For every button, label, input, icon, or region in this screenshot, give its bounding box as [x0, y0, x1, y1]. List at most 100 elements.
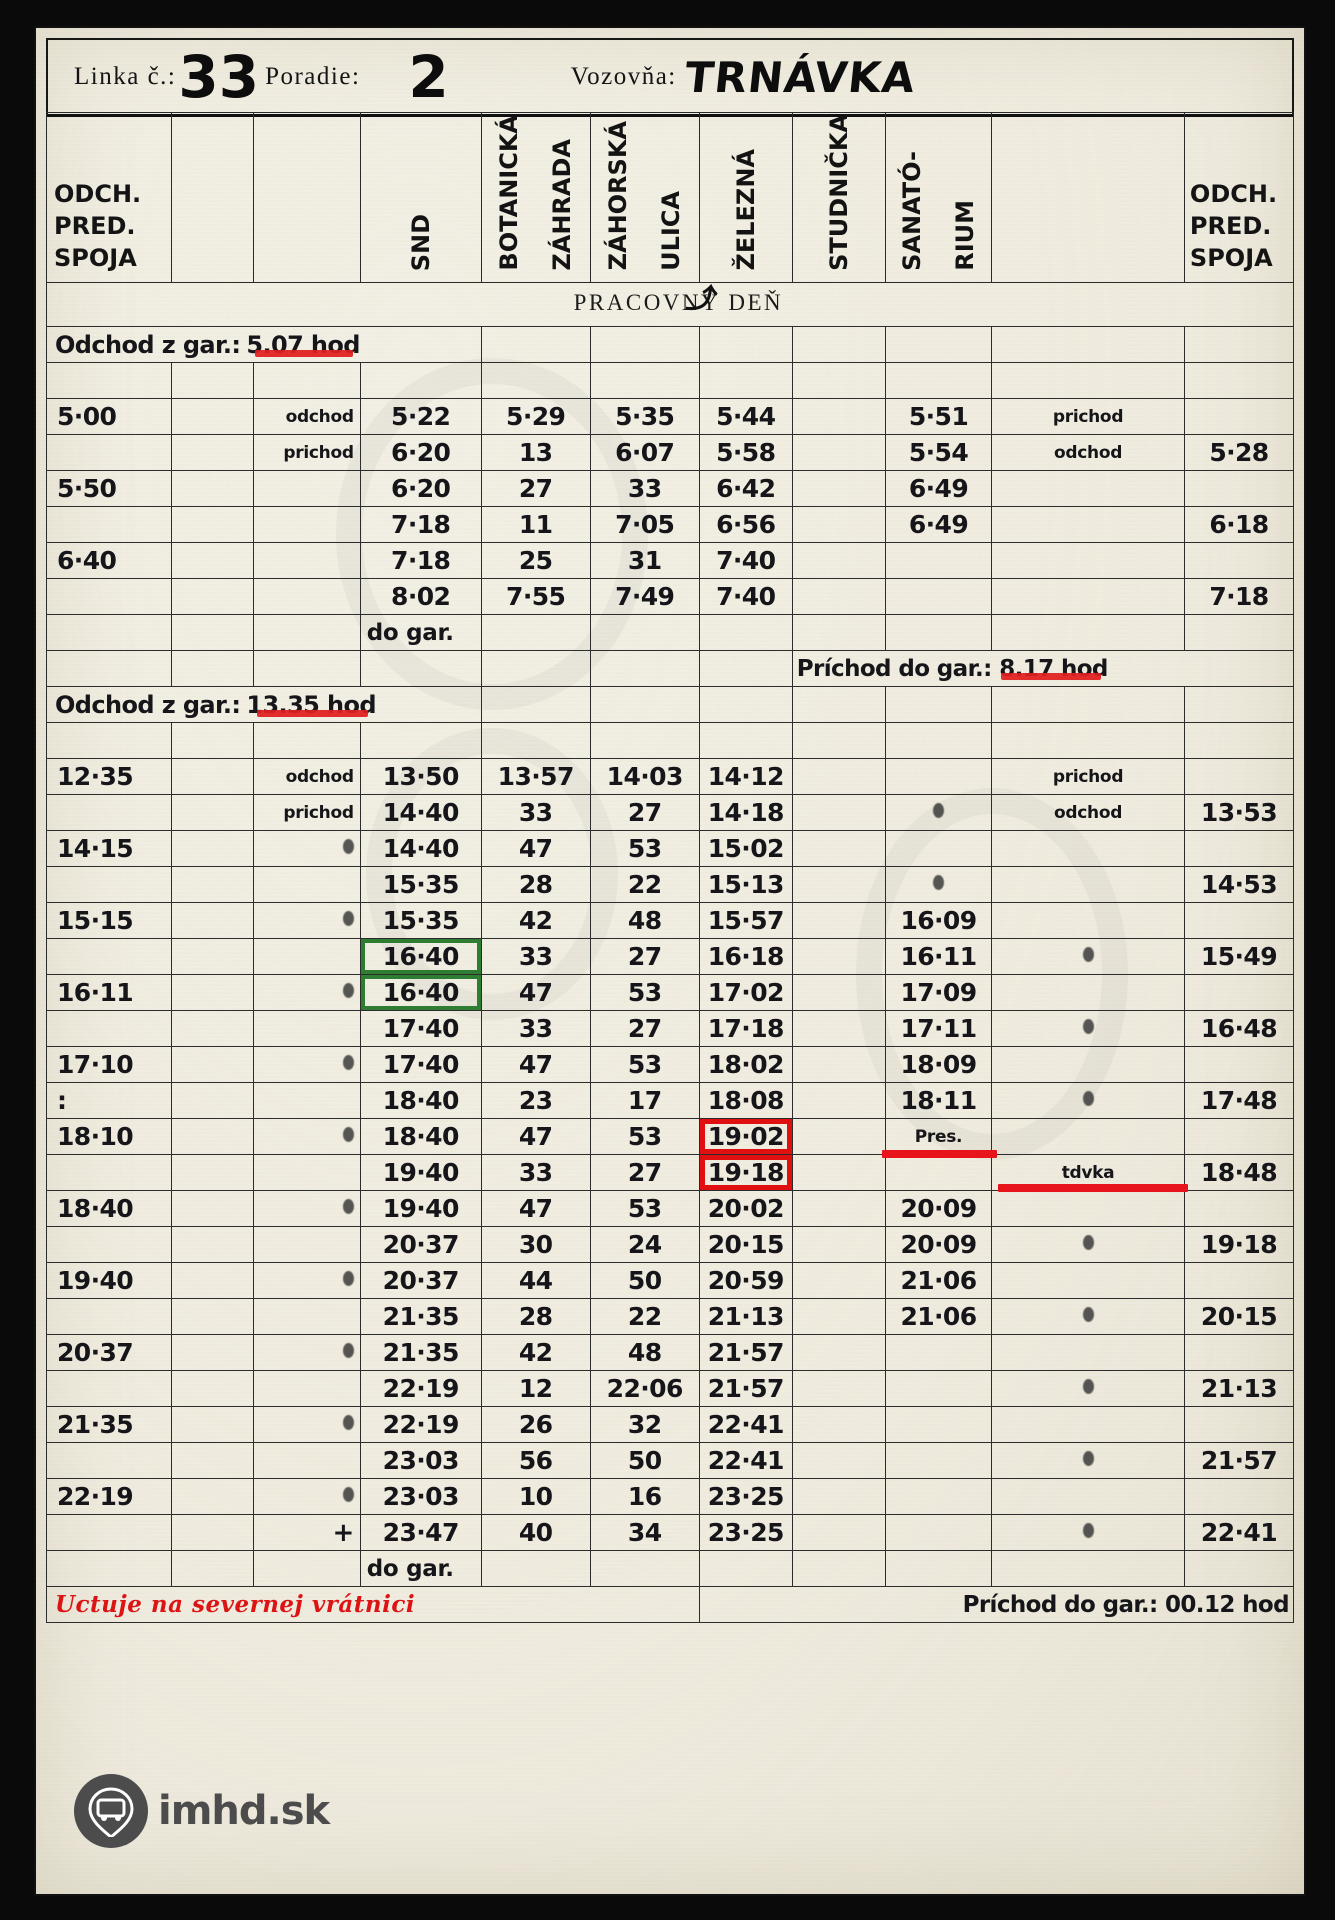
cell-zahorska: 24	[589, 1226, 700, 1263]
cell-zahorska: 53	[589, 1190, 700, 1227]
garage-arrival-time-2: 00.12 hod	[1157, 1591, 1290, 1618]
garage-arrival-cell-2: Príchod do gar.: 00.12 hod	[698, 1586, 1295, 1623]
cell-zelezna: 20·15	[698, 1226, 793, 1263]
cell-zahorska: 53	[589, 830, 700, 867]
cell-zahorska: 22	[589, 866, 700, 903]
empty-cell	[589, 614, 700, 651]
cell-zelezna: 16·18	[698, 938, 793, 975]
cell-departure-before-connection: 12·35	[46, 758, 172, 795]
empty-cell	[791, 686, 886, 723]
cell-departure-right: 5·28	[1183, 434, 1295, 471]
cell-studnicka	[791, 1298, 886, 1335]
cell-snd: 18·40	[359, 1082, 482, 1119]
cell-zahorska: 48	[589, 1334, 700, 1371]
logo-text: imhd.sk	[158, 1788, 330, 1834]
cell-departure-right	[1183, 830, 1295, 867]
cell-studnicka	[791, 434, 886, 471]
line-label: Linka č.:	[74, 63, 177, 90]
cell-departure-before-connection: 20·37	[46, 1334, 172, 1371]
cell-zelezna: 17·18	[698, 1010, 793, 1047]
header-stop-botanicka-zahrada: BOTANICKÁ ZÁHRADA	[480, 112, 591, 283]
cell-snd: 15·35	[359, 866, 482, 903]
garage-departure-row: Odchod z gar.: 13.35 hod	[46, 686, 1295, 723]
cell-sanatorium: 20·09	[884, 1226, 993, 1263]
cell-botanicka: 47	[480, 1190, 591, 1227]
column-header-row: ODCH. PRED. SPOJA SND BOTANICKÁ ZÁHRADA	[46, 112, 1295, 283]
table-row: prichod 14·40 33 27 14·18 odchod 13·53	[46, 794, 1295, 831]
cell-sanatorium	[884, 1370, 993, 1407]
cell-studnicka	[791, 1514, 886, 1551]
cell-sanatorium	[884, 1442, 993, 1479]
cell-zelezna: 22·41	[698, 1406, 793, 1443]
empty-cell	[253, 722, 361, 759]
cell-studnicka	[791, 974, 886, 1011]
schedule-grid: Odchod z gar.: 5.07 hod 5·00 odchod 5·22 5·29…	[46, 326, 1295, 1623]
empty-cell	[589, 326, 700, 363]
empty-cell	[884, 1550, 993, 1587]
cell-blank-2	[170, 1190, 255, 1227]
cell-studnicka	[791, 830, 886, 867]
cell-snd: 6·20	[359, 470, 482, 507]
empty-cell	[589, 362, 700, 399]
cell-extra	[991, 1118, 1185, 1155]
cell-zahorska: 50	[589, 1262, 700, 1299]
bottom-red-note: Uctuje na severnej vrátnici	[55, 1591, 416, 1618]
cell-snd: 7·18	[359, 506, 482, 543]
order-number: 2	[408, 43, 449, 111]
cell-departure-right: 14·53	[1183, 866, 1295, 903]
cell-note	[253, 1370, 361, 1407]
empty-cell	[991, 362, 1185, 399]
empty-cell	[698, 614, 793, 651]
empty-cell	[1183, 686, 1295, 723]
cell-studnicka	[791, 578, 886, 615]
cell-zahorska: 27	[589, 1010, 700, 1047]
spacer-row	[46, 722, 1295, 759]
cell-note	[253, 1262, 361, 1299]
cell-note: prichod	[253, 794, 361, 831]
cell-botanicka: 33	[480, 1010, 591, 1047]
cell-note	[253, 830, 361, 867]
cell-departure-right	[1183, 1046, 1295, 1083]
cell-zelezna: 5·44	[698, 398, 793, 435]
table-row: 21·35 28 22 21·13 21·06 20·15	[46, 1298, 1295, 1335]
cell-snd: 13·50	[359, 758, 482, 795]
cell-studnicka	[791, 506, 886, 543]
cell-botanicka: 27	[480, 470, 591, 507]
cell-departure-right	[1183, 1478, 1295, 1515]
head-r-line-1: ODCH.	[1189, 179, 1278, 208]
cell-sanatorium: 18·11	[884, 1082, 993, 1119]
cell-snd: 20·37	[359, 1262, 482, 1299]
empty-cell	[480, 326, 591, 363]
spacer-row	[46, 362, 1295, 399]
cell-botanicka: 42	[480, 902, 591, 939]
empty-cell	[1183, 1550, 1295, 1587]
cell-note	[253, 578, 361, 615]
table-row: 17·40 33 27 17·18 17·11 16·48	[46, 1010, 1295, 1047]
table-row: 22·19 23·03 10 16 23·25	[46, 1478, 1295, 1515]
empty-cell	[170, 614, 255, 651]
cell-blank-2	[170, 1154, 255, 1191]
header-stop-sanatorium: SANATÓ- RIUM	[884, 112, 993, 283]
cell-blank-2	[170, 1514, 255, 1551]
cell-snd: 18·40	[359, 1118, 482, 1155]
header-stop-zelezna: ŽELEZNÁ	[698, 112, 793, 283]
cell-departure-before-connection	[46, 1298, 172, 1335]
cell-departure-before-connection	[46, 1514, 172, 1551]
header-blank-1	[170, 112, 255, 283]
cell-extra	[991, 1298, 1185, 1335]
cell-zelezna: 6·56	[698, 506, 793, 543]
stop-name-studnicka: STUDNIČKA	[824, 114, 853, 271]
cell-snd: 20·37	[359, 1226, 482, 1263]
table-row: +23·47 40 34 23·25 22·41	[46, 1514, 1295, 1551]
cell-departure-right: 16·48	[1183, 1010, 1295, 1047]
cell-sanatorium	[884, 830, 993, 867]
empty-cell	[991, 686, 1185, 723]
cell-botanicka: 11	[480, 506, 591, 543]
cell-departure-before-connection	[46, 1442, 172, 1479]
cell-snd: 16·40	[359, 974, 482, 1011]
empty-cell	[991, 614, 1185, 651]
cell-zelezna: 23·25	[698, 1514, 793, 1551]
cell-blank-2	[170, 1010, 255, 1047]
cell-note	[253, 542, 361, 579]
cell-departure-right	[1183, 1190, 1295, 1227]
